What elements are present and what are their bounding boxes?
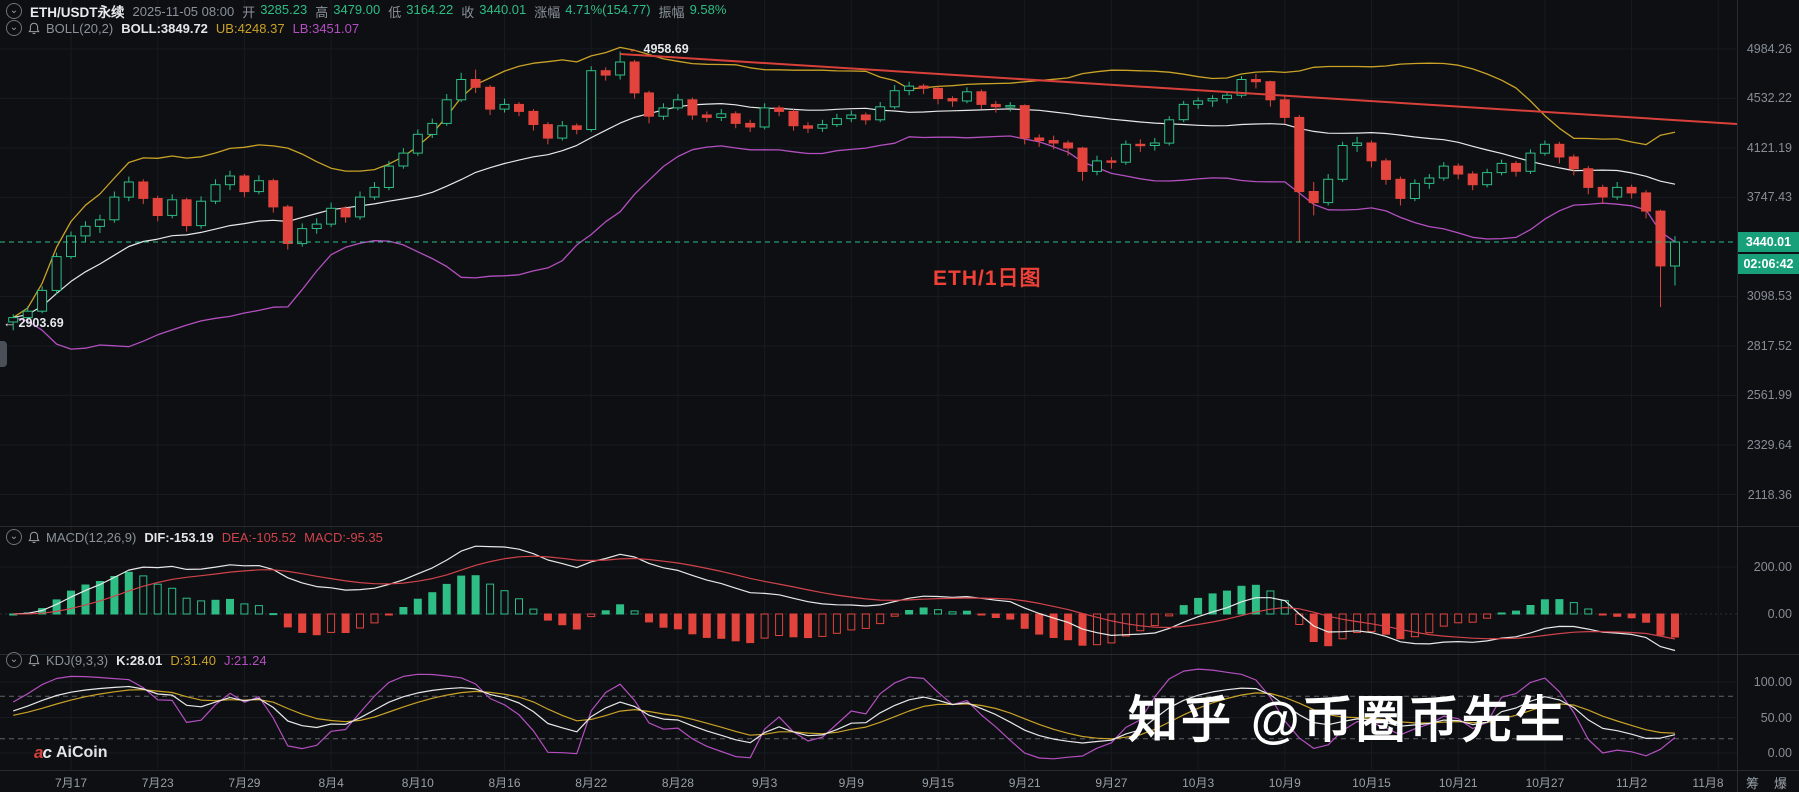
collapse-chevron-icon[interactable]: ⌄	[6, 529, 22, 545]
aicoin-logo-mark-icon: ac	[34, 743, 52, 762]
date-axis-label: 10月3	[1182, 776, 1215, 790]
ohlc-low: 低 3164.22	[388, 1, 454, 20]
chip-distribution-button[interactable]: 筹	[1746, 776, 1760, 791]
date-axis-label: 9月3	[751, 776, 778, 790]
ohlc-open: 开 3285.23	[242, 1, 308, 20]
boll-lb-value: LB:3451.07	[292, 20, 360, 36]
symbol-name[interactable]: ETH/USDT永续	[30, 5, 125, 20]
price-axis-label: 4532.22	[1746, 91, 1792, 106]
macd-dif-value: DIF:-153.19	[144, 529, 214, 545]
price-axis-label: 0.00	[1767, 746, 1792, 760]
boll-mid-value: BOLL:3849.72	[121, 20, 208, 36]
macd-dea-value: DEA:-105.52	[221, 529, 297, 545]
alert-bell-icon[interactable]	[28, 654, 40, 667]
peak-price-annotation: ← 4958.69	[628, 42, 689, 56]
last-price-badge: 3440.01	[1738, 232, 1799, 252]
aicoin-logo: ac AiCoin	[34, 743, 108, 762]
macd-name[interactable]: MACD(12,26,9)	[46, 529, 137, 545]
date-axis-label: 8月22	[575, 776, 608, 790]
price-axis-label: 2118.36	[1747, 487, 1792, 502]
date-axis-label: 10月21	[1438, 776, 1478, 790]
liquidation-button[interactable]: 爆	[1774, 776, 1788, 791]
date-axis-label: 8月10	[401, 776, 434, 790]
collapse-chevron-icon[interactable]: ⌄	[6, 652, 22, 668]
date-axis-label: 8月16	[488, 776, 521, 790]
price-axis-label: 4984.26	[1746, 41, 1792, 56]
arrow-left-icon: ←	[3, 316, 16, 330]
low-price-annotation: ← 2903.69	[3, 316, 64, 330]
date-axis-label: 7月17	[55, 776, 88, 790]
change-percent: 涨幅 4.71%(154.77)	[534, 1, 651, 20]
boll-name[interactable]: BOLL(20,2)	[46, 20, 114, 36]
date-axis-label: 11月2	[1616, 776, 1648, 790]
macd-indicator-row: ⌄ MACD(12,26,9) DIF:-153.19 DEA:-105.52 …	[6, 529, 383, 545]
alert-bell-icon[interactable]	[28, 22, 40, 35]
price-axis-label: 3747.43	[1746, 190, 1792, 205]
date-axis-label: 10月9	[1268, 776, 1301, 790]
date-axis-label: 8月28	[661, 776, 694, 790]
arrow-left-icon: ←	[628, 42, 641, 56]
alert-bell-icon[interactable]	[28, 531, 40, 544]
date-axis-label: 7月23	[141, 776, 174, 790]
amplitude-percent: 振幅 9.58%	[658, 1, 727, 20]
price-axis-label: 2329.64	[1746, 438, 1792, 452]
date-axis-label: 8月4	[318, 776, 344, 790]
candle-datetime: 2025-11-05 08:00	[132, 3, 235, 19]
date-axis-label: 10月15	[1352, 776, 1391, 790]
date-axis-label: 9月9	[838, 776, 864, 790]
date-axis-label: 7月29	[228, 776, 261, 790]
price-axis-label: 2817.52	[1746, 338, 1792, 353]
boll-indicator-row: ⌄ BOLL(20,2) BOLL:3849.72 UB:4248.37 LB:…	[6, 20, 359, 36]
watermark-text: 知乎 @币圈币先生	[1128, 692, 1568, 748]
symbol-header-row: ⌄ ETH/USDT永续 2025-11-05 08:00 开 3285.23 高…	[6, 1, 727, 20]
price-axis-label: 100.00	[1753, 675, 1792, 689]
date-axis-label: 10月27	[1525, 776, 1565, 790]
macd-hist-value: MACD:-95.35	[304, 529, 383, 545]
side-drawer-handle[interactable]	[0, 341, 7, 367]
ohlc-high: 高 3479.00	[315, 1, 381, 20]
kdj-indicator-row: ⌄ KDJ(9,3,3) K:28.01 D:31.40 J:21.24	[6, 652, 267, 668]
price-axis-label: 0.00	[1767, 607, 1792, 621]
collapse-chevron-icon[interactable]: ⌄	[6, 3, 22, 19]
kdj-name[interactable]: KDJ(9,3,3)	[46, 652, 109, 668]
price-axis-label: 50.00	[1760, 710, 1792, 725]
kdj-k-value: K:28.01	[116, 652, 163, 668]
price-axis-label: 3098.53	[1746, 289, 1792, 304]
date-axis-label: 9月15	[922, 776, 955, 790]
collapse-chevron-icon[interactable]: ⌄	[6, 20, 22, 36]
date-axis-label: 11月8	[1692, 776, 1724, 790]
price-axis-label: 2561.99	[1746, 388, 1792, 403]
chart-title-label: ETH/1日图	[933, 267, 1042, 290]
boll-ub-value: UB:4248.37	[215, 20, 285, 36]
ohlc-close: 收 3440.01	[461, 1, 527, 20]
date-axis-label: 9月27	[1095, 776, 1128, 790]
candle-countdown-badge: 02:06:42	[1738, 254, 1799, 274]
price-axis-label: 4121.19	[1746, 140, 1792, 155]
date-axis-label: 9月21	[1008, 776, 1041, 790]
kdj-j-value: J:21.24	[223, 652, 267, 668]
price-axis-label: 200.00	[1753, 560, 1792, 574]
kdj-d-value: D:31.40	[170, 652, 216, 668]
